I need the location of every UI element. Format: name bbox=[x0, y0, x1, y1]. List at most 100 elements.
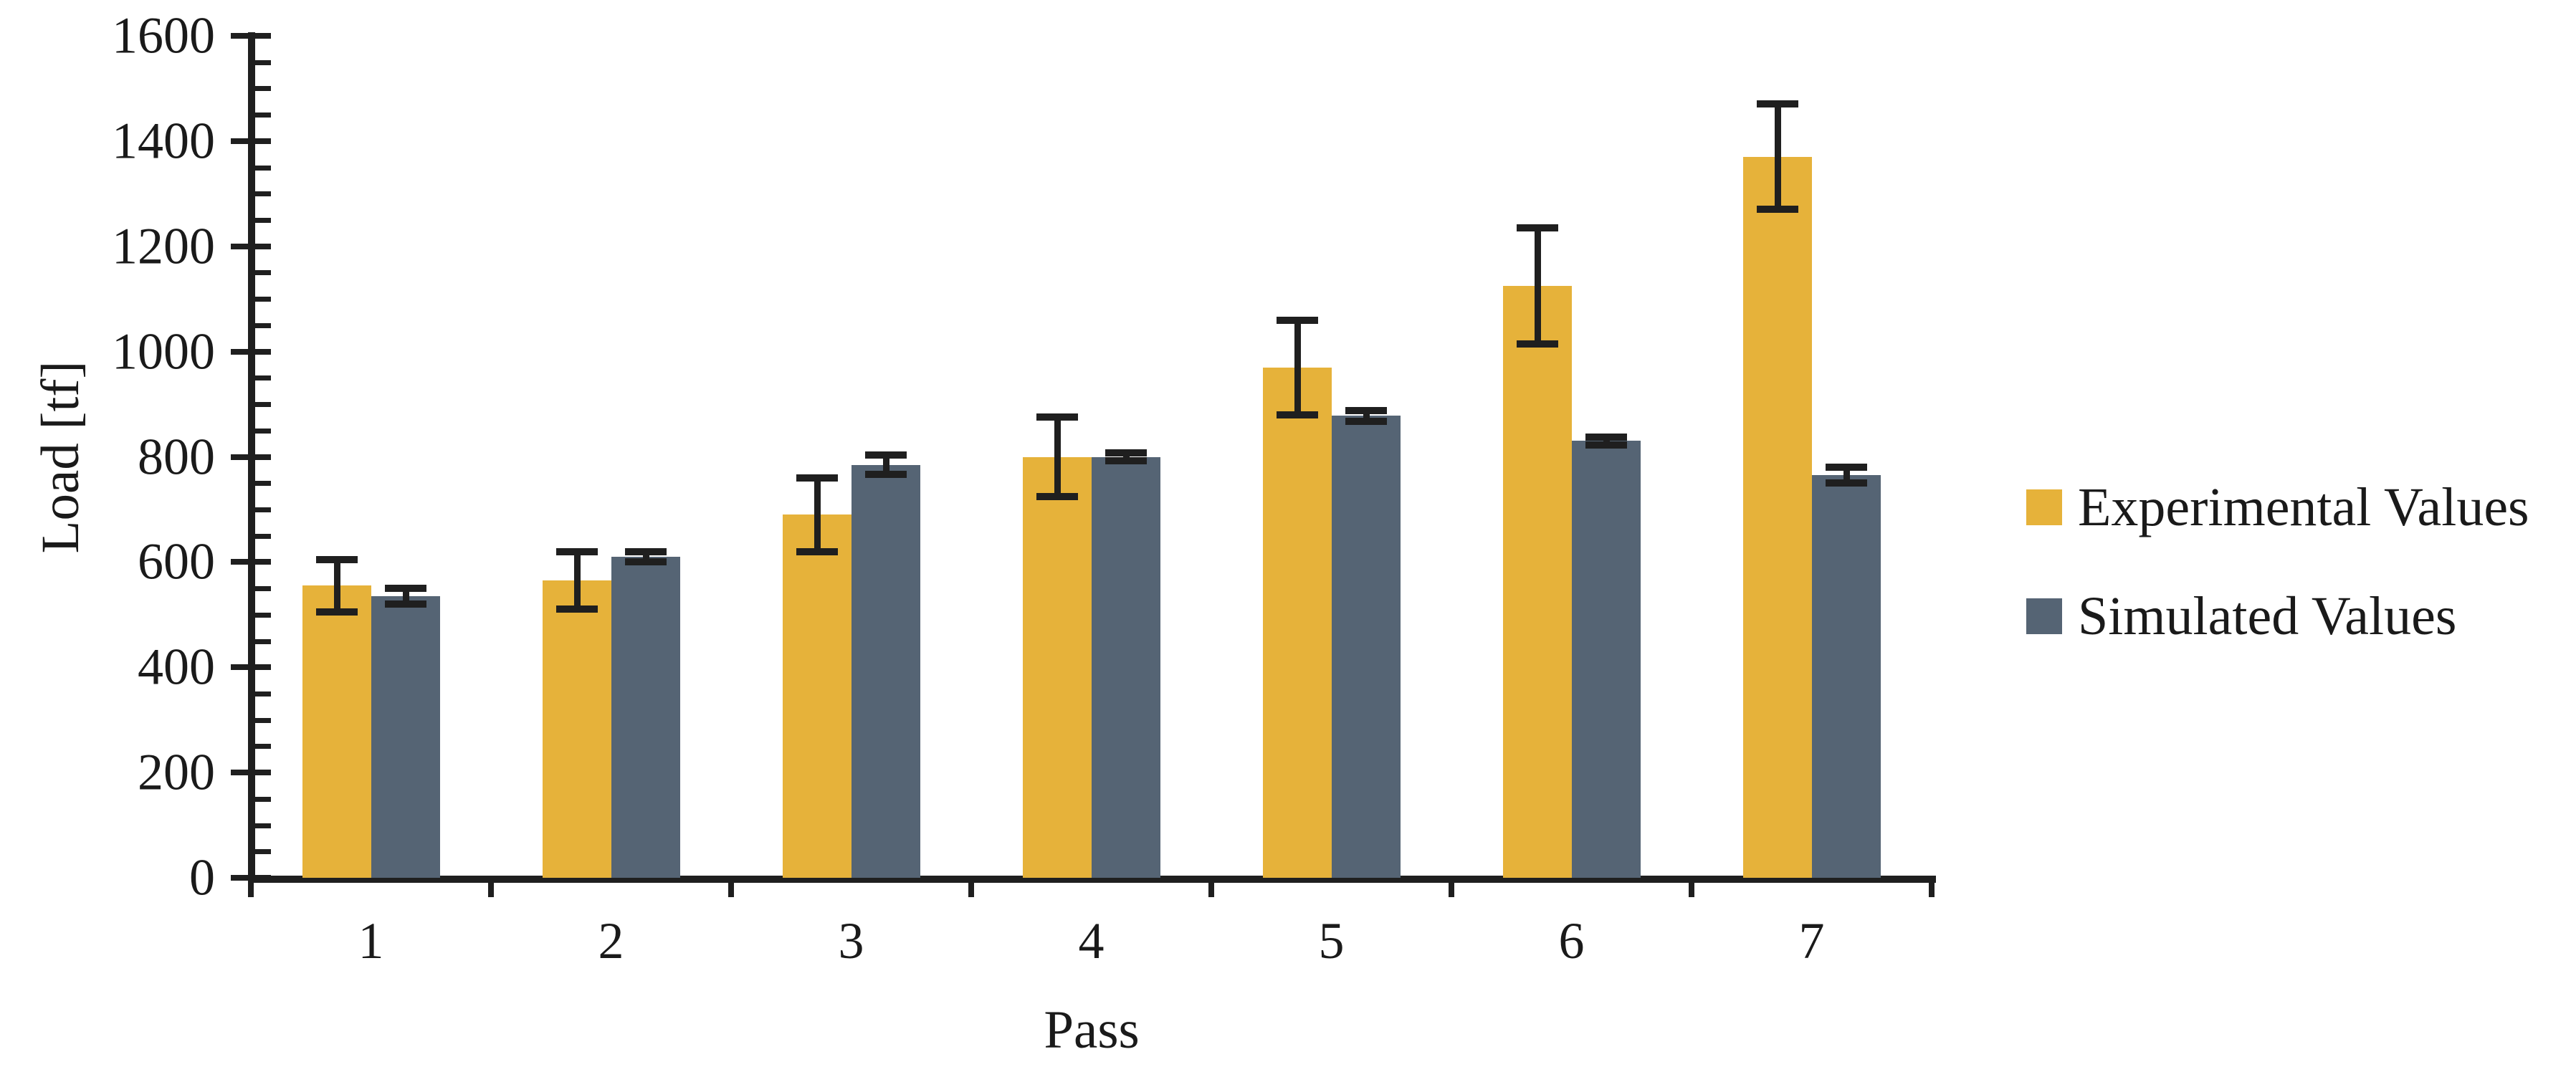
x-axis-line bbox=[248, 876, 1936, 883]
y-minor-tick bbox=[252, 823, 271, 828]
y-minor-tick bbox=[252, 796, 271, 802]
error-bar-cap bbox=[625, 558, 667, 566]
y-minor-tick bbox=[252, 270, 271, 276]
error-bar-line bbox=[1294, 320, 1301, 415]
error-bar-cap bbox=[1757, 206, 1798, 214]
y-major-tick bbox=[231, 875, 271, 881]
y-minor-tick bbox=[252, 533, 271, 539]
error-bar-cap bbox=[796, 474, 838, 482]
bar-experimental-pass-3 bbox=[783, 514, 851, 878]
x-boundary-tick bbox=[968, 883, 974, 897]
legend-swatch-simulated-icon bbox=[2026, 598, 2062, 634]
y-tick-label: 1400 bbox=[112, 112, 215, 170]
error-bar-cap bbox=[1036, 492, 1078, 500]
bar-experimental-pass-5 bbox=[1263, 367, 1332, 878]
y-minor-tick bbox=[252, 612, 271, 618]
error-bar-cap bbox=[1757, 100, 1798, 108]
y-minor-tick bbox=[252, 717, 271, 723]
legend-label-experimental: Experimental Values bbox=[2078, 477, 2529, 537]
error-bar-cap bbox=[1585, 434, 1627, 441]
error-bar-line bbox=[402, 588, 409, 605]
error-bar-line bbox=[1843, 467, 1850, 484]
y-tick-label: 400 bbox=[138, 638, 215, 696]
bar-simulated-pass-3 bbox=[851, 464, 920, 878]
error-bar-cap bbox=[556, 547, 598, 555]
x-boundary-tick bbox=[488, 883, 494, 897]
error-bar-cap bbox=[1517, 224, 1558, 232]
error-bar-line bbox=[1122, 452, 1130, 461]
y-minor-tick bbox=[252, 297, 271, 302]
error-bar-line bbox=[1363, 410, 1370, 421]
error-bar-cap bbox=[316, 555, 358, 563]
y-major-tick bbox=[231, 664, 271, 671]
x-tick-label-pass-3: 3 bbox=[838, 912, 864, 970]
y-minor-tick bbox=[252, 638, 271, 644]
y-minor-tick bbox=[252, 402, 271, 408]
bar-experimental-pass-2 bbox=[543, 580, 611, 878]
error-bar-line bbox=[814, 477, 821, 552]
error-bar-cap bbox=[1585, 441, 1627, 449]
y-minor-tick bbox=[252, 86, 271, 92]
error-bar-cap bbox=[865, 451, 907, 459]
error-bar-cap bbox=[1277, 411, 1318, 418]
error-bar-line bbox=[333, 559, 340, 613]
y-minor-tick bbox=[252, 113, 271, 118]
y-major-tick bbox=[231, 243, 271, 249]
legend-item-simulated: Simulated Values bbox=[2026, 589, 2456, 643]
y-minor-tick bbox=[252, 481, 271, 487]
y-minor-tick bbox=[252, 191, 271, 197]
y-minor-tick bbox=[252, 586, 271, 592]
bar-simulated-pass-4 bbox=[1092, 456, 1160, 878]
error-bar-cap bbox=[316, 608, 358, 616]
bar-experimental-pass-7 bbox=[1743, 156, 1812, 878]
y-major-tick bbox=[231, 138, 271, 144]
error-bar-line bbox=[1534, 228, 1541, 344]
bar-experimental-pass-1 bbox=[302, 585, 371, 878]
y-tick-label: 1200 bbox=[112, 217, 215, 275]
bar-simulated-pass-5 bbox=[1332, 416, 1401, 878]
error-bar-line bbox=[1054, 417, 1061, 497]
y-tick-label: 800 bbox=[138, 428, 215, 485]
error-bar-cap bbox=[1345, 417, 1387, 425]
y-major-tick bbox=[231, 770, 271, 776]
error-bar-line bbox=[573, 551, 581, 610]
x-boundary-tick bbox=[1689, 883, 1694, 897]
y-minor-tick bbox=[252, 507, 271, 512]
legend-item-experimental: Experimental Values bbox=[2026, 480, 2529, 535]
error-bar-cap bbox=[796, 547, 838, 555]
error-bar-cap bbox=[556, 605, 598, 613]
error-bar-line bbox=[1774, 104, 1781, 210]
y-minor-tick bbox=[252, 218, 271, 224]
error-bar-cap bbox=[1826, 464, 1867, 472]
error-bar-cap bbox=[1105, 457, 1147, 465]
x-tick-label-pass-1: 1 bbox=[358, 912, 384, 970]
x-boundary-tick bbox=[1449, 883, 1454, 897]
bar-simulated-pass-7 bbox=[1812, 475, 1881, 878]
error-bar-cap bbox=[1036, 413, 1078, 421]
error-bar-cap bbox=[1277, 316, 1318, 324]
y-minor-tick bbox=[252, 428, 271, 434]
error-bar-cap bbox=[385, 600, 426, 608]
x-boundary-tick bbox=[248, 883, 254, 897]
x-boundary-tick bbox=[1208, 883, 1214, 897]
y-tick-label: 200 bbox=[138, 743, 215, 801]
legend-label-simulated: Simulated Values bbox=[2078, 586, 2457, 646]
error-bar-line bbox=[642, 551, 649, 563]
y-major-tick bbox=[231, 559, 271, 565]
bar-experimental-pass-6 bbox=[1503, 285, 1572, 878]
y-tick-label: 600 bbox=[138, 532, 215, 590]
x-axis-title: Pass bbox=[1044, 1000, 1140, 1060]
y-axis-title: Load [tf] bbox=[31, 360, 90, 554]
error-bar-cap bbox=[1345, 406, 1387, 414]
y-major-tick bbox=[231, 348, 271, 355]
error-bar-cap bbox=[1517, 340, 1558, 348]
x-boundary-tick bbox=[1929, 883, 1935, 897]
x-tick-label-pass-4: 4 bbox=[1078, 912, 1105, 970]
y-minor-tick bbox=[252, 59, 271, 65]
bar-experimental-pass-4 bbox=[1023, 456, 1092, 878]
legend-swatch-experimental-icon bbox=[2026, 489, 2062, 525]
y-minor-tick bbox=[252, 165, 271, 171]
y-minor-tick bbox=[252, 322, 271, 328]
y-minor-tick bbox=[252, 691, 271, 697]
